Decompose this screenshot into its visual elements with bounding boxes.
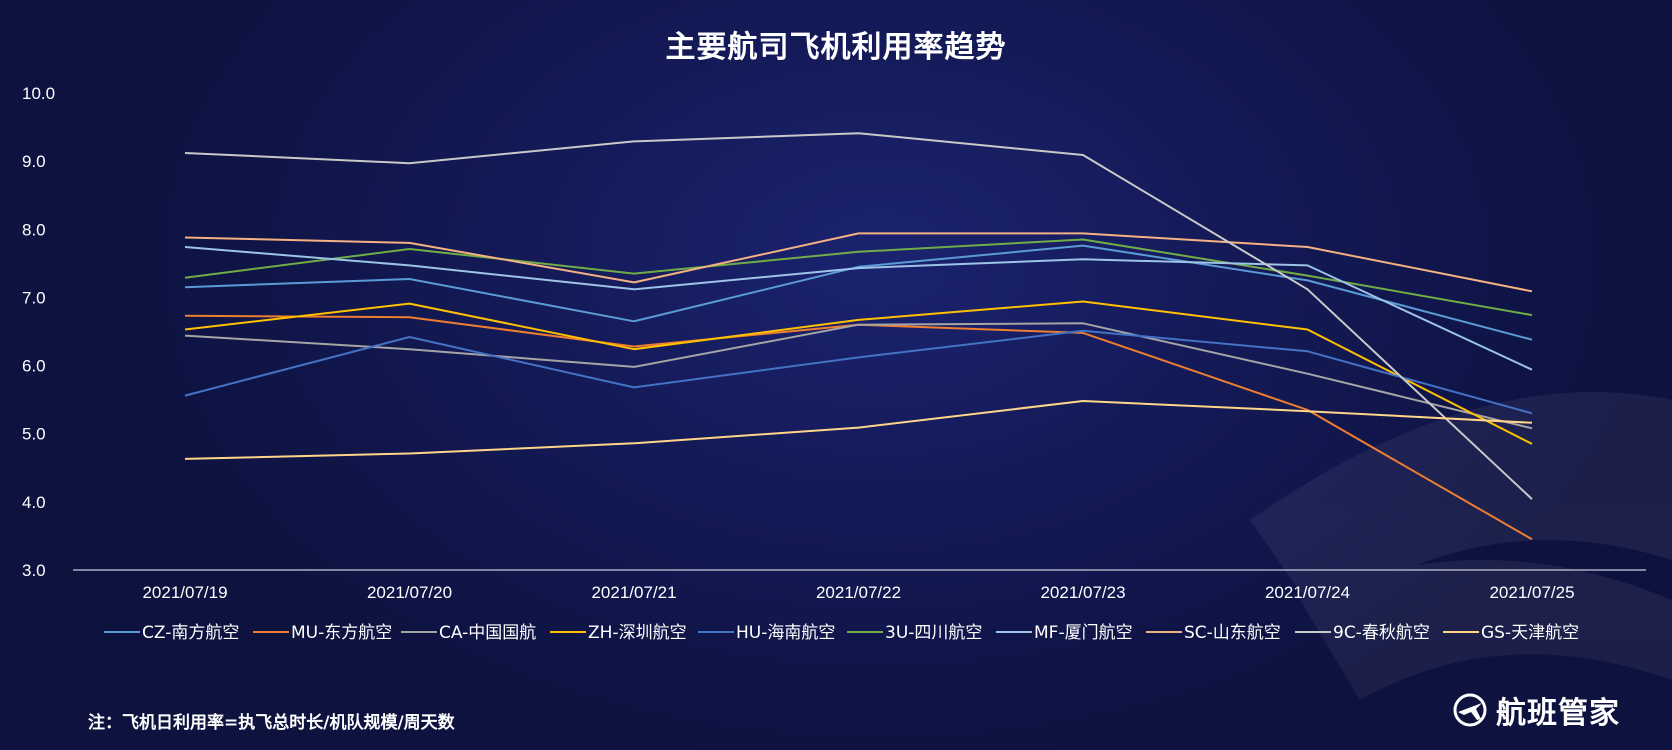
y-tick-label: 3.0 [22,561,46,580]
y-tick-label: 10.0 [22,84,55,103]
series-line [184,300,1533,445]
legend-label: CA-中国国航 [439,623,536,643]
series-line [184,329,1533,415]
series-line [184,400,1533,460]
y-tick-label: 7.0 [22,288,46,307]
chart-title: 主要航司飞机利用率趋势 [665,30,1007,65]
legend-label: SC-山东航空 [1184,623,1281,643]
y-tick-label: 5.0 [22,425,46,444]
background-watermark [1250,392,1672,700]
x-tick-label: 2021/07/23 [1040,583,1125,602]
legend-label: 3U-四川航空 [885,623,982,643]
series-lines [184,132,1533,541]
legend-label: 9C-春秋航空 [1333,623,1430,643]
x-tick-label: 2021/07/21 [591,583,676,602]
legend-label: CZ-南方航空 [142,623,239,643]
x-tick-label: 2021/07/25 [1489,583,1574,602]
x-tick-label: 2021/07/20 [367,583,452,602]
x-tick-label: 2021/07/22 [816,583,901,602]
plane-globe-logo-icon [1453,693,1487,727]
footnote: 注：飞机日利用率=执飞总时长/机队规模/周天数 [88,713,455,733]
legend-label: ZH-深圳航空 [588,623,687,643]
legend-label: MF-厦门航空 [1034,623,1133,643]
legend-label: GS-天津航空 [1481,623,1579,643]
brand-name: 航班管家 [1496,696,1620,731]
series-line [184,132,1533,500]
x-tick-label: 2021/07/24 [1265,583,1350,602]
y-tick-label: 8.0 [22,220,46,239]
y-tick-label: 4.0 [22,493,46,512]
y-axis: 10.0 9.0 8.0 7.0 6.0 5.0 4.0 3.0 [22,84,55,580]
series-line [184,232,1533,293]
x-axis: 2021/07/19 2021/07/20 2021/07/21 2021/07/22… [73,569,1646,602]
series-line [184,238,1533,317]
series-line [184,322,1533,430]
legend: CZ-南方航空 MU-东方航空 CA-中国国航 ZH-深圳航空 HU-海南航空 3U-四川… [104,623,1579,643]
series-line [184,246,1533,371]
legend-label: MU-东方航空 [291,623,392,643]
x-tick-label: 2021/07/19 [142,583,227,602]
series-line [184,244,1533,341]
legend-label: HU-海南航空 [736,623,835,643]
brand: 航班管家 [1452,688,1620,732]
y-tick-label: 6.0 [22,357,46,376]
y-tick-label: 9.0 [22,152,46,171]
